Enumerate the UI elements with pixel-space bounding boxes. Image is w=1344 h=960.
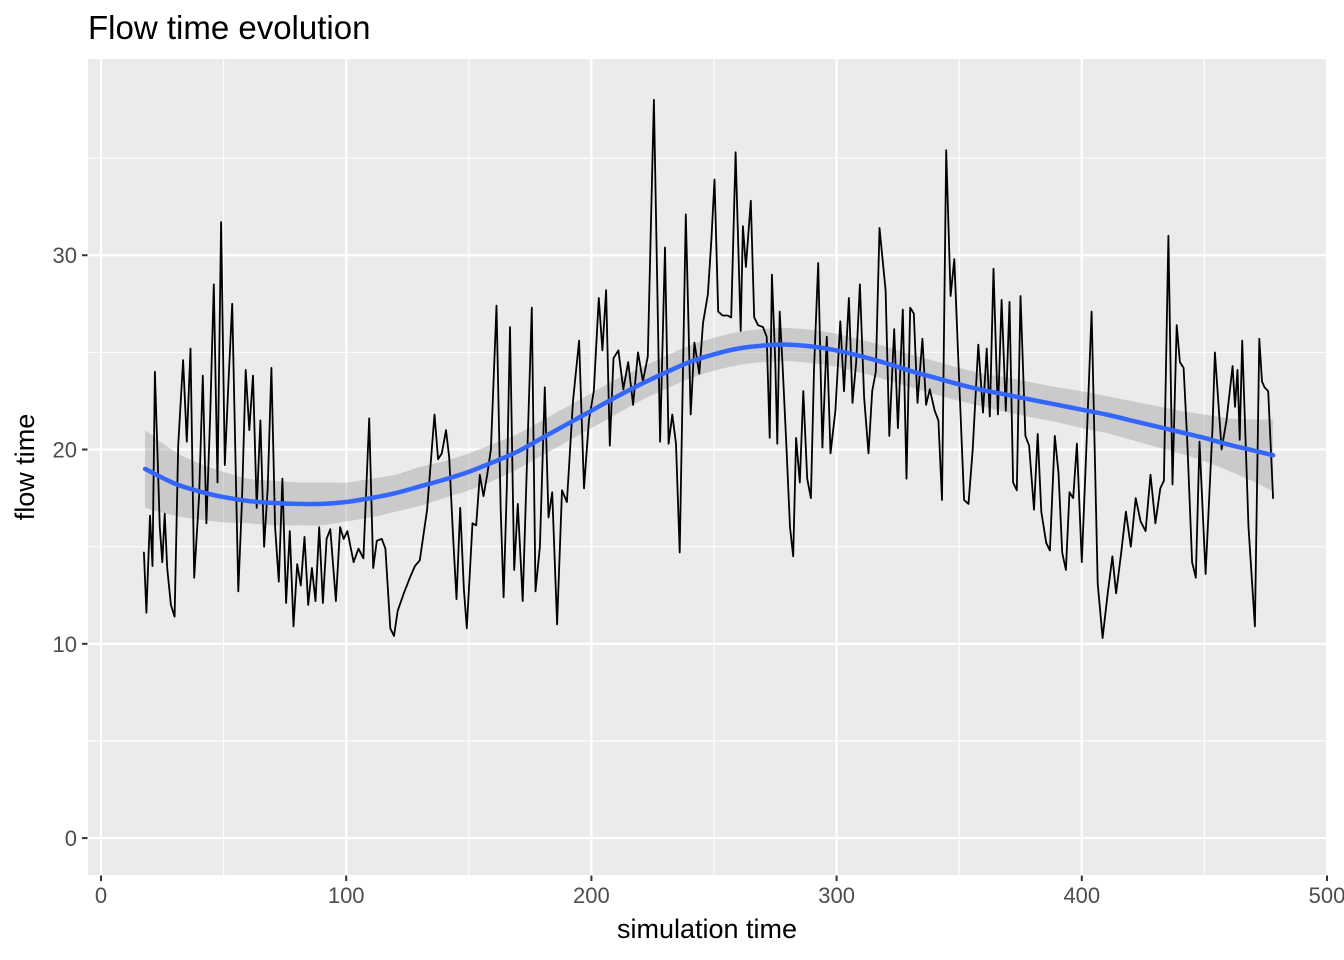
x-axis-title: simulation time — [617, 914, 797, 944]
x-tick-label: 500 — [1309, 883, 1344, 908]
chart-title: Flow time evolution — [88, 9, 370, 46]
flow-time-series-line — [142, 98, 1274, 639]
axis-tick-marks — [82, 254, 1328, 881]
y-tick-label: 10 — [53, 632, 77, 657]
x-axis-tick-labels: 0 100 200 300 400 500 — [95, 883, 1344, 908]
plot-panel — [88, 59, 1327, 875]
smooth-trend-line — [142, 342, 1276, 507]
x-tick-label: 200 — [573, 883, 610, 908]
y-axis-tick-labels: 0 10 20 30 — [53, 243, 77, 851]
x-tick-label: 400 — [1063, 883, 1100, 908]
x-tick-label: 0 — [95, 883, 107, 908]
y-tick-label: 20 — [53, 438, 77, 463]
grid-major-lines — [88, 59, 1329, 875]
y-tick-label: 30 — [53, 243, 77, 268]
x-tick-label: 300 — [818, 883, 855, 908]
y-tick-label: 0 — [65, 826, 77, 851]
x-tick-label: 100 — [328, 883, 365, 908]
y-axis-title: flow time — [10, 414, 40, 521]
